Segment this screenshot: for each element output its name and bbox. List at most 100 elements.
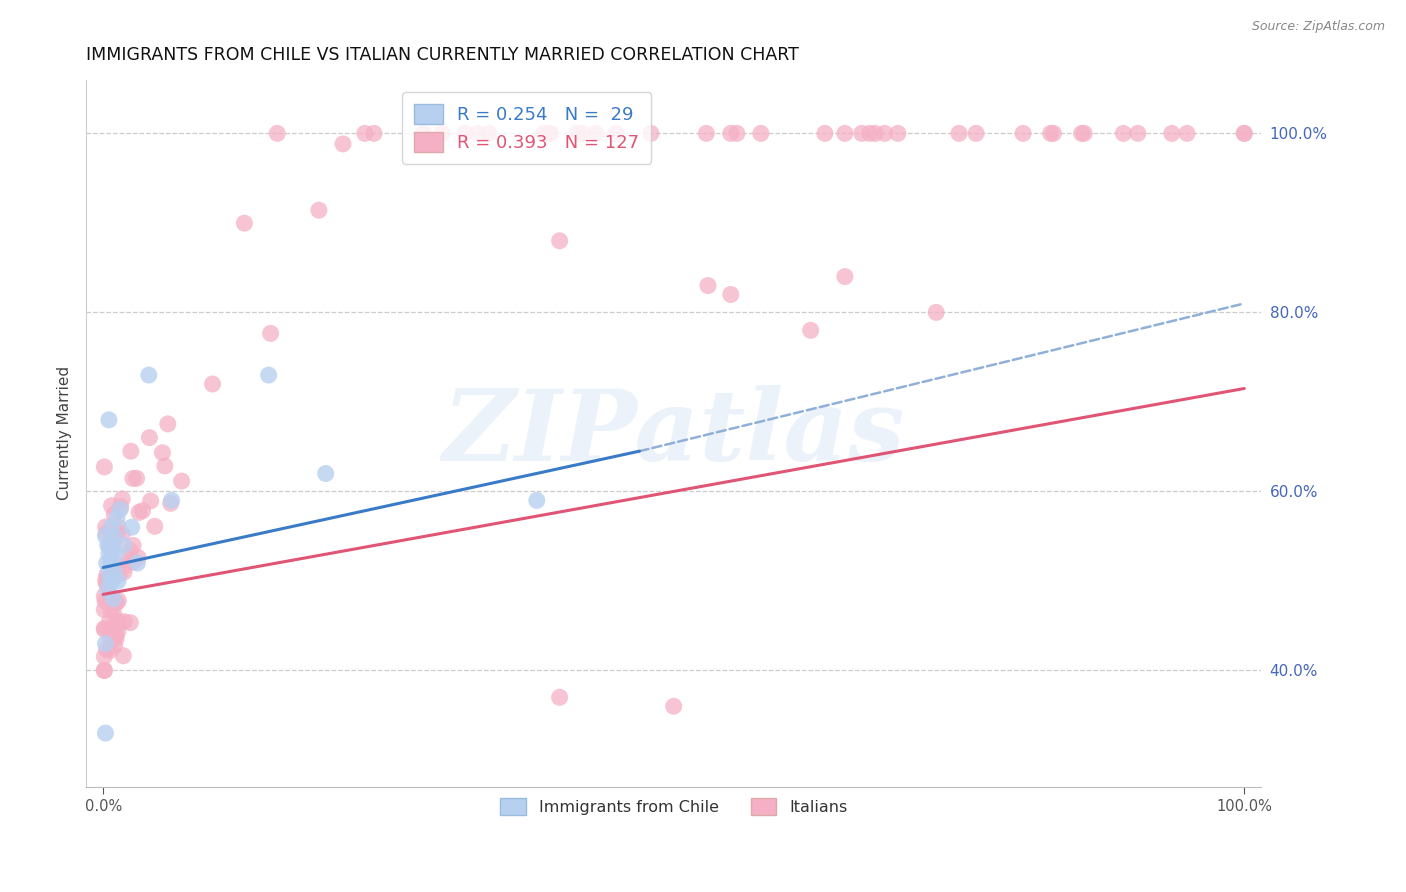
Point <box>412 127 434 141</box>
Point <box>156 417 179 431</box>
Point <box>1160 127 1182 141</box>
Point <box>851 127 873 141</box>
Point <box>107 624 129 639</box>
Point <box>887 127 910 141</box>
Point <box>97 623 120 637</box>
Point <box>467 127 489 141</box>
Point <box>120 543 142 558</box>
Point <box>96 642 118 657</box>
Point <box>863 127 886 141</box>
Point <box>104 547 127 561</box>
Point <box>695 127 717 141</box>
Point <box>662 699 685 714</box>
Point <box>96 578 118 592</box>
Point <box>97 413 120 427</box>
Point <box>94 573 117 587</box>
Point <box>127 550 149 565</box>
Point <box>585 127 607 141</box>
Point <box>108 615 131 629</box>
Point <box>548 234 571 248</box>
Point <box>112 565 135 579</box>
Text: ZIPatlas: ZIPatlas <box>443 385 905 482</box>
Point <box>565 127 588 141</box>
Point <box>97 538 120 552</box>
Point <box>948 127 970 141</box>
Point <box>308 203 330 218</box>
Point <box>94 594 117 608</box>
Point <box>363 127 385 141</box>
Point <box>315 467 337 481</box>
Point <box>257 368 280 382</box>
Point <box>1073 127 1095 141</box>
Point <box>1126 127 1149 141</box>
Point <box>454 127 477 141</box>
Point <box>104 565 127 579</box>
Point <box>858 127 880 141</box>
Point <box>93 602 115 616</box>
Point <box>103 508 125 522</box>
Point <box>571 127 593 141</box>
Point <box>103 535 125 549</box>
Point <box>120 444 142 458</box>
Point <box>103 639 125 653</box>
Point <box>125 471 148 485</box>
Point <box>93 459 115 474</box>
Point <box>97 565 120 579</box>
Point <box>1112 127 1135 141</box>
Point <box>160 493 183 508</box>
Point <box>131 504 153 518</box>
Point <box>139 494 162 508</box>
Point <box>1012 127 1035 141</box>
Point <box>94 637 117 651</box>
Point <box>266 127 288 141</box>
Point <box>103 607 125 621</box>
Point <box>233 216 256 230</box>
Point <box>965 127 987 141</box>
Point <box>533 127 555 141</box>
Point <box>107 574 129 588</box>
Point <box>814 127 837 141</box>
Point <box>1070 127 1092 141</box>
Point <box>1039 127 1062 141</box>
Point <box>100 520 122 534</box>
Point <box>105 525 128 540</box>
Point <box>122 471 145 485</box>
Point <box>93 664 115 678</box>
Point <box>96 576 118 591</box>
Point <box>93 589 115 603</box>
Point <box>159 496 181 510</box>
Point <box>925 305 948 319</box>
Point <box>107 593 129 607</box>
Point <box>112 648 135 663</box>
Point <box>128 505 150 519</box>
Legend: Immigrants from Chile, Italians: Immigrants from Chile, Italians <box>491 789 856 825</box>
Point <box>93 621 115 635</box>
Point <box>834 127 856 141</box>
Point <box>332 136 354 151</box>
Point <box>96 567 118 582</box>
Point <box>153 458 176 473</box>
Point <box>100 556 122 570</box>
Point <box>98 587 121 601</box>
Point <box>101 569 124 583</box>
Point <box>110 502 132 516</box>
Point <box>526 493 548 508</box>
Point <box>98 574 121 588</box>
Point <box>105 511 128 525</box>
Point <box>94 726 117 740</box>
Point <box>548 690 571 705</box>
Point <box>104 628 127 642</box>
Point <box>104 529 127 543</box>
Point <box>1233 127 1256 141</box>
Point <box>117 554 139 568</box>
Point <box>105 632 128 646</box>
Point <box>478 127 501 141</box>
Point <box>93 664 115 678</box>
Point <box>105 596 128 610</box>
Point <box>1175 127 1198 141</box>
Point <box>749 127 772 141</box>
Point <box>152 446 174 460</box>
Point <box>720 287 742 301</box>
Point <box>98 613 121 627</box>
Point <box>103 591 125 606</box>
